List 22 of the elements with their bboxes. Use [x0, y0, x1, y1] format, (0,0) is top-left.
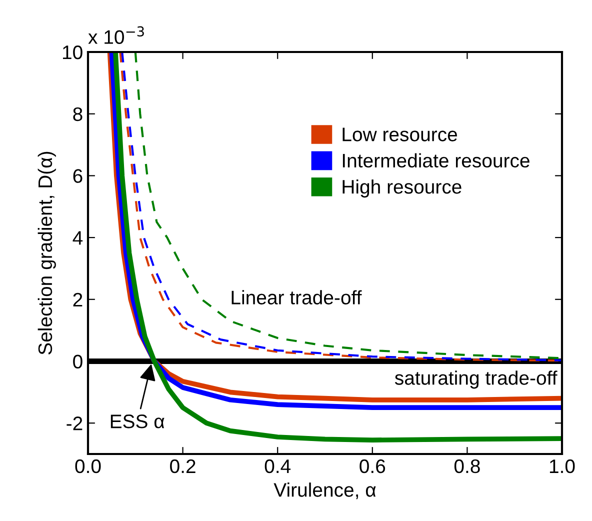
annotation: Linear trade-off: [232, 290, 362, 304]
x-tick-label: 0.8: [454, 459, 480, 474]
y-tick-label: -2: [66, 416, 82, 430]
x-tick-label: 0.2: [170, 459, 196, 474]
x-tick-label: 1.0: [550, 459, 575, 474]
x-tick-label: 0.6: [360, 459, 386, 474]
legend-label: Low resource: [342, 128, 458, 142]
y-tick-label: 10: [62, 45, 82, 60]
legend-label: High resource: [342, 179, 462, 198]
y-tick-label: 8: [73, 107, 82, 122]
x-tick-label: 0.0: [75, 459, 101, 474]
annotation: ESS α: [110, 414, 164, 428]
y-tick-label: 6: [73, 169, 82, 183]
y-tick-label: 2: [73, 292, 82, 306]
text: x 10$^{−3}$: [88, 26, 144, 44]
x-axis-title: Virulence, α: [274, 482, 376, 500]
y-tick-label: 4: [72, 231, 83, 245]
x-tick-label: 0.4: [264, 459, 291, 474]
annotation: saturating trade-off: [394, 370, 558, 389]
legend-label: Intermediate resource: [342, 153, 530, 168]
y-axis-title: Selection gradient, D(α): [38, 152, 56, 354]
y-tick-label: 0: [73, 354, 82, 368]
